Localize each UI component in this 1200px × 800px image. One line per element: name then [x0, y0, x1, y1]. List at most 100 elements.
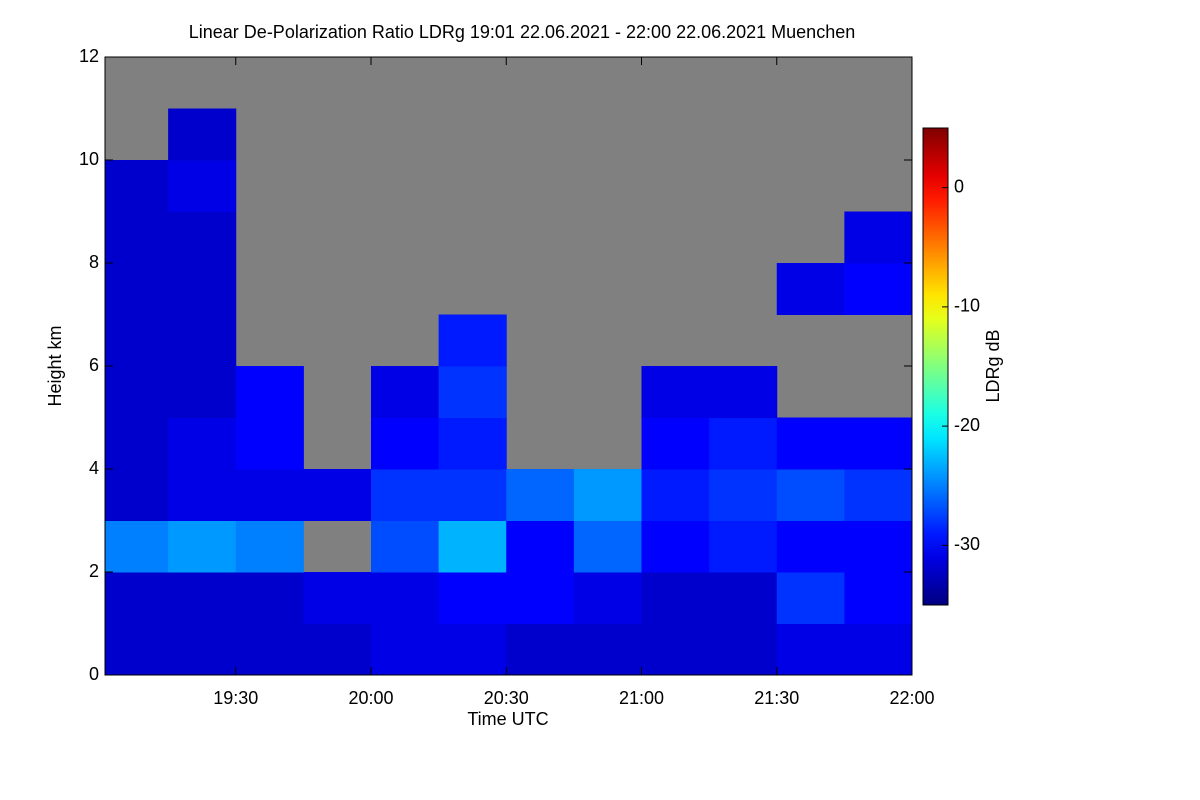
heatmap-cell — [370, 417, 440, 470]
heatmap-cell — [105, 366, 169, 418]
heatmap-cell — [844, 263, 913, 315]
heatmap-cell — [709, 417, 778, 470]
heatmap-cell — [641, 469, 710, 521]
heatmap-cell — [105, 263, 169, 315]
y-tick-label: 4 — [89, 458, 99, 478]
heatmap-cell — [370, 572, 440, 624]
heatmap-cell — [776, 520, 845, 573]
heatmap-cell — [709, 366, 778, 418]
heatmap-cell — [844, 623, 913, 676]
heatmap-cell — [168, 366, 237, 418]
heatmap-cell — [168, 623, 237, 676]
colorbar-label: LDRg dB — [983, 329, 1003, 402]
heatmap-cell — [506, 469, 575, 521]
heatmap-cell — [370, 623, 440, 676]
heatmap-cell — [776, 469, 845, 521]
heatmap-cell — [168, 520, 237, 573]
colorbar-tick-label: -10 — [954, 296, 980, 316]
heatmap-cell — [438, 366, 507, 418]
heatmap-cell — [168, 572, 237, 624]
heatmap-cell — [506, 572, 575, 624]
x-tick-label: 22:00 — [889, 688, 934, 708]
heatmap-cell — [641, 366, 710, 418]
heatmap-cell — [641, 520, 710, 573]
heatmap-cell — [370, 520, 440, 573]
x-tick-label: 20:00 — [348, 688, 393, 708]
heatmap-cell — [303, 469, 372, 521]
heatmap-cell — [709, 572, 778, 624]
y-tick-label: 2 — [89, 561, 99, 581]
heatmap-cell — [438, 520, 507, 573]
heatmap-cell — [438, 623, 507, 676]
colorbar-tick-label: -20 — [954, 415, 980, 435]
heatmap-cell — [370, 469, 440, 521]
y-tick-label: 8 — [89, 252, 99, 272]
y-axis-label: Height km — [45, 325, 65, 406]
x-tick-label: 19:30 — [213, 688, 258, 708]
heatmap-cell — [370, 366, 440, 418]
heatmap-cell — [573, 469, 642, 521]
heatmap-cell — [168, 160, 237, 212]
heatmap-cell — [105, 623, 169, 676]
heatmap-cell — [105, 314, 169, 367]
heatmap-cell — [105, 211, 169, 264]
chart-title: Linear De-Polarization Ratio LDRg 19:01 … — [189, 22, 855, 42]
y-tick-label: 12 — [79, 46, 99, 66]
heatmap-cell — [506, 520, 575, 573]
heatmap-cell — [641, 572, 710, 624]
heatmap-cell — [573, 572, 642, 624]
heatmap-cell — [168, 469, 237, 521]
heatmap-cell — [235, 469, 304, 521]
x-tick-label: 20:30 — [484, 688, 529, 708]
heatmap-cell — [844, 417, 913, 470]
heatmap-cell — [105, 572, 169, 624]
heatmap-cell — [168, 263, 237, 315]
heatmap-cell — [844, 572, 913, 624]
heatmap-cell — [105, 417, 169, 470]
heatmap-cell — [709, 623, 778, 676]
heatmap-cell — [235, 417, 304, 470]
heatmap-cell — [573, 520, 642, 573]
colorbar-tick-label: 0 — [954, 176, 964, 196]
colorbar-tick-label: -30 — [954, 534, 980, 554]
heatmap-cell — [105, 160, 169, 212]
x-axis-label: Time UTC — [467, 709, 548, 729]
heatmap-cell — [105, 469, 169, 521]
heatmap-cell — [235, 572, 304, 624]
heatmap-cell — [776, 263, 845, 315]
heatmap-cell — [105, 520, 169, 573]
x-tick-label: 21:00 — [619, 688, 664, 708]
heatmap-cell — [168, 314, 237, 367]
y-tick-label: 0 — [89, 664, 99, 684]
y-tick-label: 6 — [89, 355, 99, 375]
heatmap-cell — [776, 572, 845, 624]
heatmap-cell — [709, 520, 778, 573]
colorbar — [922, 127, 949, 606]
heatmap-cell — [438, 417, 507, 470]
heatmap-cell — [235, 520, 304, 573]
heatmap-cell — [168, 211, 237, 264]
heatmap-cell — [168, 417, 237, 470]
y-tick-label: 10 — [79, 149, 99, 169]
heatmap-cell — [506, 623, 575, 676]
heatmap-cell — [776, 417, 845, 470]
heatmap-cell — [844, 520, 913, 573]
heatmap-cell — [303, 623, 372, 676]
heatmap-cell — [438, 572, 507, 624]
heatmap-cell — [709, 469, 778, 521]
heatmap-cell — [168, 108, 237, 161]
heatmap-cell — [573, 623, 642, 676]
heatmap-cell — [438, 469, 507, 521]
x-tick-label: 21:30 — [754, 688, 799, 708]
heatmap-cell — [641, 623, 710, 676]
heatmap-cell — [844, 211, 913, 264]
heatmap-cell — [303, 572, 372, 624]
heatmap-cell — [776, 623, 845, 676]
heatmap-cell — [235, 366, 304, 418]
heatmap-cell — [438, 314, 507, 367]
heatmap-cell — [641, 417, 710, 470]
heatmap-cell — [844, 469, 913, 521]
heatmap-cell — [235, 623, 304, 676]
